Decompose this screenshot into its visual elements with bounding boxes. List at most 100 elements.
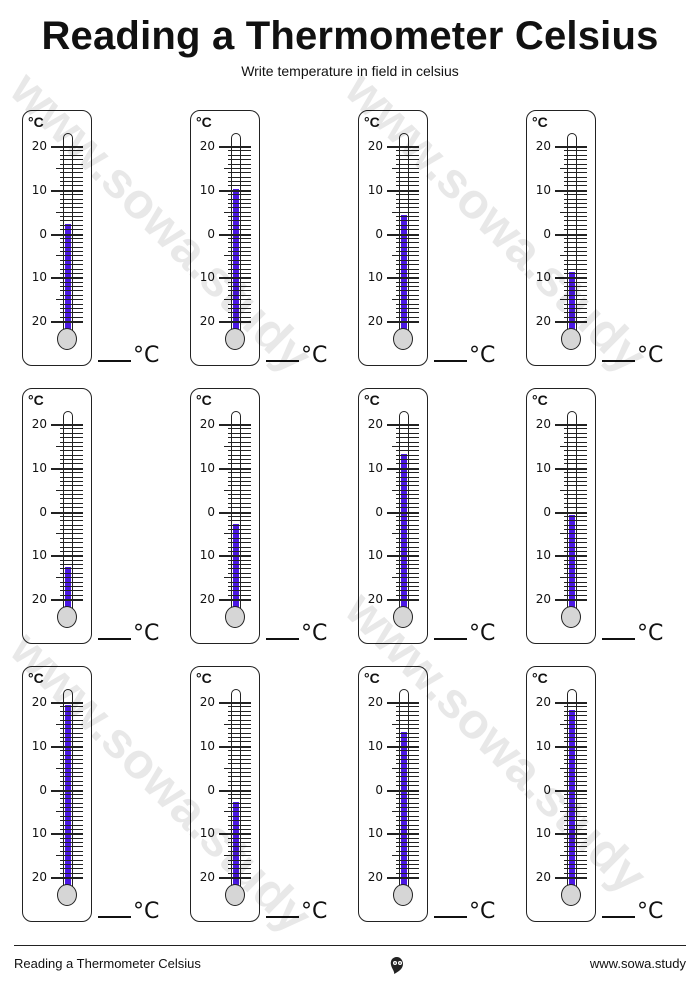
scale-tick xyxy=(564,216,587,217)
thermometer-bulb xyxy=(225,328,245,350)
scale-tick xyxy=(224,533,251,534)
answer-field[interactable]: °C xyxy=(434,620,495,645)
scale-tick xyxy=(396,485,419,486)
answer-field[interactable]: °C xyxy=(98,898,159,923)
answer-blank[interactable] xyxy=(98,898,131,918)
scale-tick xyxy=(564,247,587,248)
scale-tick xyxy=(555,599,587,601)
scale-tick xyxy=(228,590,251,591)
scale-tick xyxy=(564,286,587,287)
scale-tick xyxy=(60,733,83,734)
scale-tick xyxy=(60,825,83,826)
scale-tick xyxy=(228,295,251,296)
scale-tick xyxy=(228,838,251,839)
answer-blank[interactable] xyxy=(602,620,635,640)
scale-label: 20 xyxy=(199,314,215,328)
answer-field[interactable]: °C xyxy=(98,342,159,367)
thermometer-tube xyxy=(399,689,409,889)
answer-field[interactable]: °C xyxy=(434,898,495,923)
answer-blank[interactable] xyxy=(266,898,299,918)
scale-tick xyxy=(560,768,587,769)
answer-field[interactable]: °C xyxy=(266,342,327,367)
scale-label: 10 xyxy=(31,183,47,197)
thermometer-bulb xyxy=(225,606,245,628)
scale-tick xyxy=(228,873,251,874)
scale-label: 20 xyxy=(31,695,47,709)
answer-blank[interactable] xyxy=(98,620,131,640)
scale-tick xyxy=(396,498,419,499)
scale-tick xyxy=(228,260,251,261)
answer-blank[interactable] xyxy=(434,898,467,918)
scale-tick xyxy=(56,768,83,769)
scale-tick xyxy=(60,433,83,434)
answer-unit: °C xyxy=(301,621,328,646)
scale-tick xyxy=(60,260,83,261)
scale-tick xyxy=(396,728,419,729)
scale-tick xyxy=(396,238,419,239)
scale-tick xyxy=(228,741,251,742)
answer-blank[interactable] xyxy=(602,342,635,362)
scale-tick xyxy=(555,790,587,792)
scale-tick xyxy=(219,599,251,601)
scale-tick xyxy=(564,568,587,569)
footer-title: Reading a Thermometer Celsius xyxy=(14,956,201,971)
scale-tick xyxy=(564,542,587,543)
scale-tick xyxy=(56,533,83,534)
scale-tick xyxy=(396,155,419,156)
scale-tick xyxy=(228,185,251,186)
scale-tick xyxy=(60,820,83,821)
scale-tick xyxy=(60,225,83,226)
answer-blank[interactable] xyxy=(434,342,467,362)
scale-tick xyxy=(555,877,587,879)
scale-tick xyxy=(228,542,251,543)
answer-blank[interactable] xyxy=(602,898,635,918)
scale-tick xyxy=(228,181,251,182)
scale-tick xyxy=(560,299,587,300)
scale-tick xyxy=(228,516,251,517)
answer-blank[interactable] xyxy=(266,342,299,362)
answer-field[interactable]: °C xyxy=(602,898,663,923)
scale-tick xyxy=(60,199,83,200)
scale-tick xyxy=(60,829,83,830)
scale-tick xyxy=(60,207,83,208)
scale-tick xyxy=(396,516,419,517)
answer-field[interactable]: °C xyxy=(602,342,663,367)
answer-field[interactable]: °C xyxy=(266,898,327,923)
answer-field[interactable]: °C xyxy=(98,620,159,645)
scale-tick xyxy=(228,286,251,287)
answer-blank[interactable] xyxy=(98,342,131,362)
scale-tick xyxy=(564,312,587,313)
answer-unit: °C xyxy=(637,343,664,368)
answer-blank[interactable] xyxy=(434,620,467,640)
scale-tick xyxy=(564,220,587,221)
scale-tick xyxy=(564,185,587,186)
scale-tick xyxy=(564,507,587,508)
scale-tick xyxy=(387,555,419,557)
scale-tick xyxy=(396,477,419,478)
scale-tick xyxy=(51,833,83,835)
scale-label: 20 xyxy=(535,417,551,431)
scale-tick xyxy=(392,724,419,725)
scale-tick xyxy=(60,728,83,729)
scale-tick xyxy=(396,481,419,482)
scale-tick xyxy=(555,555,587,557)
scale-tick xyxy=(564,776,587,777)
scale-tick xyxy=(228,573,251,574)
scale-tick xyxy=(564,290,587,291)
scale-tick xyxy=(228,851,251,852)
scale-tick xyxy=(60,873,83,874)
scale-tick xyxy=(396,582,419,583)
unit-label: °C xyxy=(532,392,548,408)
scale-tick xyxy=(60,450,83,451)
answer-blank[interactable] xyxy=(266,620,299,640)
answer-field[interactable]: °C xyxy=(434,342,495,367)
answer-unit: °C xyxy=(301,343,328,368)
answer-field[interactable]: °C xyxy=(602,620,663,645)
answer-field[interactable]: °C xyxy=(266,620,327,645)
scale-tick xyxy=(228,568,251,569)
scale-tick xyxy=(564,437,587,438)
scale-tick xyxy=(228,164,251,165)
thermometer-card: °C 20 10 0 10 20 xyxy=(22,110,92,366)
scale-tick xyxy=(564,868,587,869)
